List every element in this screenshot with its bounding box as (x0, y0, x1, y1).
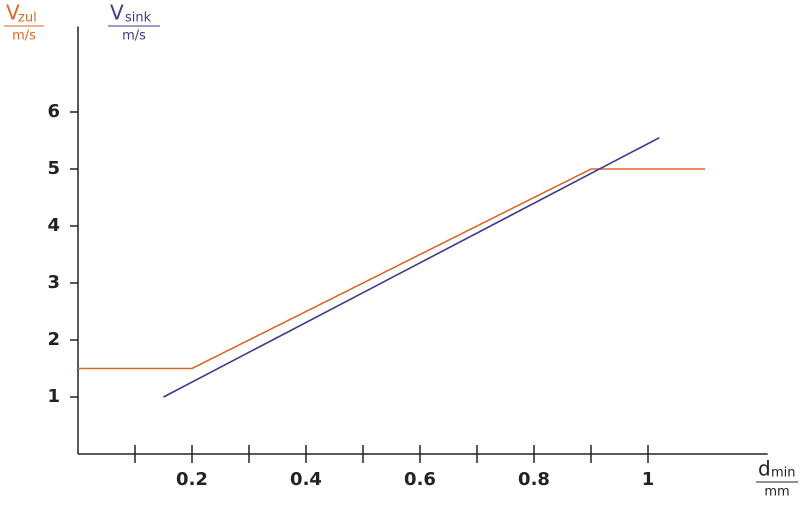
y2-label-unit: m/s (122, 29, 146, 44)
x-label-unit: mm (764, 485, 789, 500)
y-label-subscript: zul (18, 11, 37, 26)
x-tick-label: 1 (642, 469, 655, 490)
x-tick-label: 0.4 (290, 469, 322, 490)
y-tick-label: 3 (47, 272, 60, 293)
x-label-subscript: min (771, 466, 796, 481)
x-tick-label: 0.8 (518, 469, 550, 490)
x-label: d min mm (756, 457, 798, 500)
x-tick-label: 0.2 (176, 469, 208, 490)
y-label: V zul m/s (4, 1, 44, 44)
y-tick-label: 6 (47, 101, 60, 122)
series-line (163, 136, 660, 398)
y2-label: V sink m/s (108, 1, 160, 44)
y-tick-label: 2 (47, 329, 60, 350)
y-tick-label: 4 (47, 215, 60, 236)
y-tick-label: 1 (47, 386, 60, 407)
y2-label-symbol: V (110, 1, 124, 25)
y-label-unit: m/s (12, 29, 36, 44)
x-label-symbol: d (758, 457, 771, 481)
y2-label-subscript: sink (125, 11, 152, 26)
x-tick-label: 0.6 (404, 469, 436, 490)
y-tick-label: 5 (47, 158, 60, 179)
series-line (78, 168, 705, 370)
y-label-symbol: V (6, 1, 20, 25)
